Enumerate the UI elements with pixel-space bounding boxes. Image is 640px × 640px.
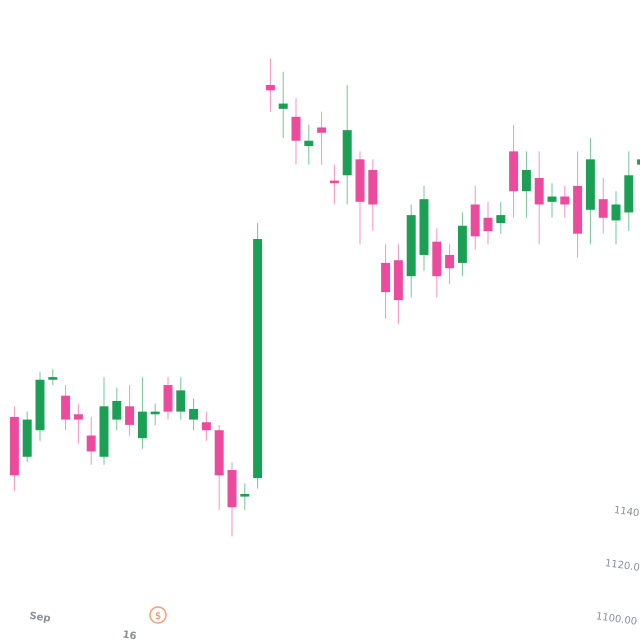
candle-body (419, 199, 429, 255)
candle-body (496, 215, 506, 224)
y-tick-label: 1100.00 (595, 611, 637, 628)
event-marker-label: $ (155, 611, 161, 622)
candle-body (598, 199, 608, 218)
candle-body (534, 177, 544, 205)
candle-body (624, 175, 634, 213)
candle-body (483, 217, 493, 232)
candle-body (317, 127, 327, 133)
candle-body (611, 204, 621, 221)
candle-body (278, 103, 288, 109)
candle-body (393, 260, 403, 301)
y-tick-label: 1140.00 (613, 505, 640, 522)
candle-body (637, 159, 640, 165)
candle-body (35, 379, 45, 431)
candle-body (253, 239, 263, 479)
x-tick-label: 16 (122, 629, 137, 640)
candle-body (355, 159, 365, 202)
candle-body (291, 116, 301, 141)
candle-body (509, 151, 519, 192)
candle-body (189, 408, 199, 420)
y-tick-label: 1120.00 (604, 558, 640, 575)
candle-body (342, 130, 352, 176)
candle-body (137, 411, 147, 439)
candle-body (265, 84, 275, 91)
candle-body (73, 414, 83, 420)
candle-body (227, 470, 237, 508)
candle-body (22, 419, 32, 457)
candle-body (521, 169, 531, 192)
candle-body (201, 422, 211, 431)
candle-body (445, 254, 455, 269)
x-tick-label: Sep (29, 611, 51, 625)
candle-body (99, 406, 109, 457)
candle-body (86, 435, 96, 452)
candle-body (48, 377, 58, 380)
candle-body (381, 262, 391, 293)
candle-body (585, 159, 595, 210)
candle-body (163, 385, 173, 412)
candle-body (304, 140, 314, 147)
candle-body (470, 204, 480, 237)
candle-body (432, 241, 442, 277)
candle-body (560, 196, 570, 205)
candle-body (406, 215, 416, 277)
candle-body (573, 185, 583, 234)
candle-body (329, 180, 339, 184)
candle-body (176, 390, 186, 412)
candle-body (125, 406, 135, 425)
event-marker (149, 606, 167, 624)
candle-body (214, 430, 224, 476)
candle-body (547, 196, 557, 202)
candle-body (150, 411, 160, 415)
candle-body (457, 225, 467, 263)
candle-body (112, 400, 122, 420)
candle-body (240, 493, 250, 497)
candle-body (9, 416, 19, 476)
candle-body (368, 169, 378, 205)
candle-body (61, 395, 71, 420)
